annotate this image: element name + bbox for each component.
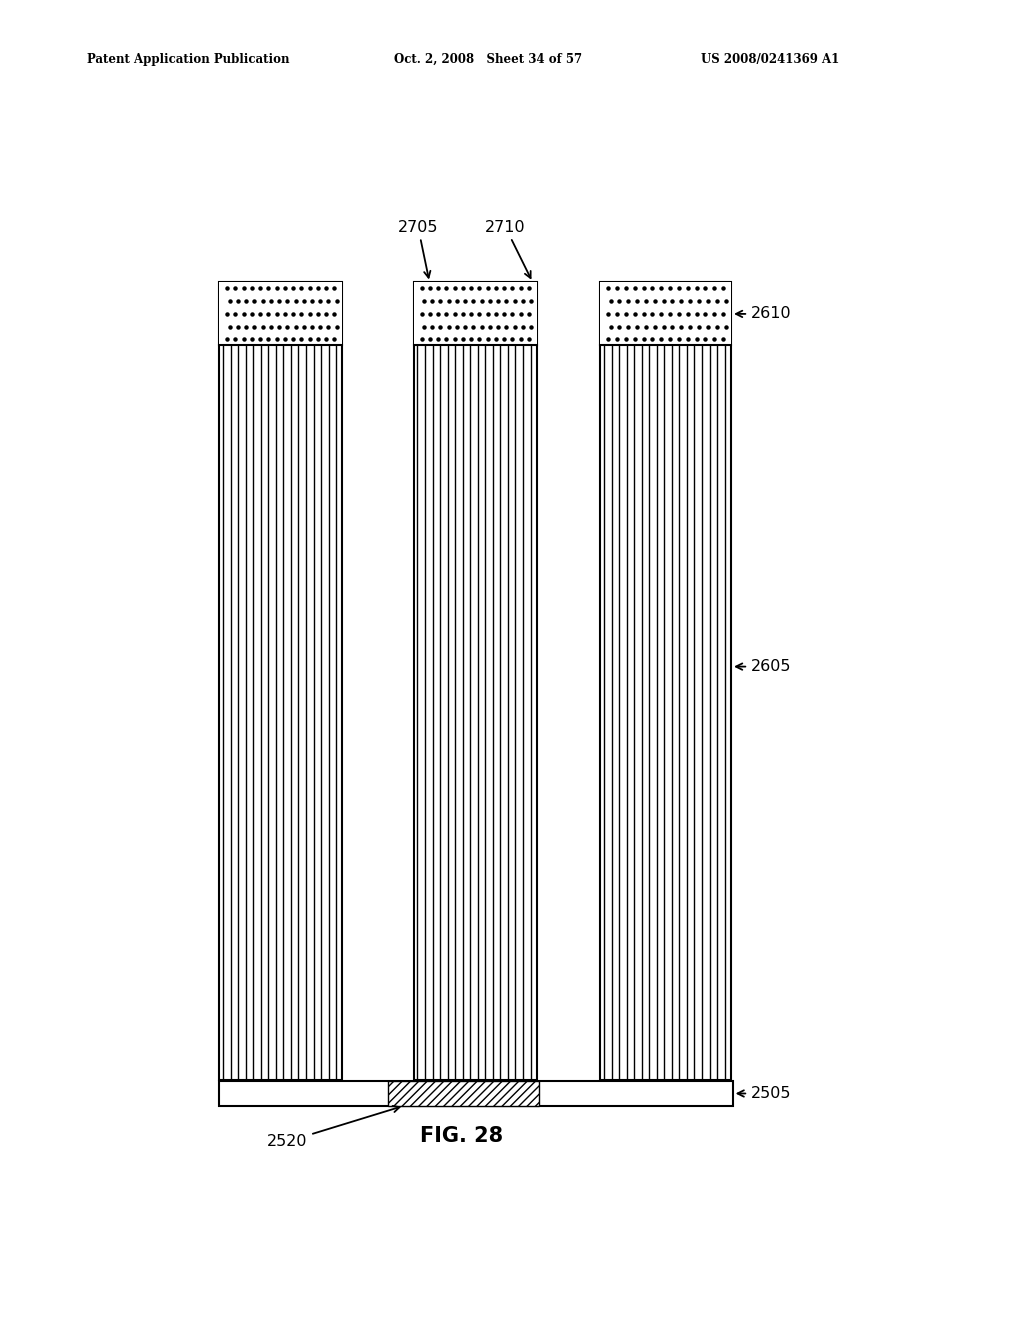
Bar: [414, 282, 537, 1080]
Text: Patent Application Publication: Patent Application Publication: [87, 53, 290, 66]
Bar: [600, 282, 731, 346]
Text: FIG. 28: FIG. 28: [420, 1126, 503, 1146]
Text: 2505: 2505: [737, 1086, 792, 1101]
Bar: [219, 1081, 733, 1106]
Text: US 2008/0241369 A1: US 2008/0241369 A1: [701, 53, 840, 66]
Bar: [388, 1081, 539, 1106]
Text: 2710: 2710: [485, 219, 530, 279]
Bar: [219, 282, 342, 1080]
Bar: [219, 282, 342, 346]
Bar: [414, 282, 537, 346]
Text: 2705: 2705: [397, 219, 438, 277]
Text: 2520: 2520: [267, 1106, 399, 1150]
Text: 2605: 2605: [736, 659, 792, 675]
Text: 2610: 2610: [736, 306, 792, 321]
Text: Oct. 2, 2008   Sheet 34 of 57: Oct. 2, 2008 Sheet 34 of 57: [394, 53, 583, 66]
Bar: [600, 282, 731, 1080]
